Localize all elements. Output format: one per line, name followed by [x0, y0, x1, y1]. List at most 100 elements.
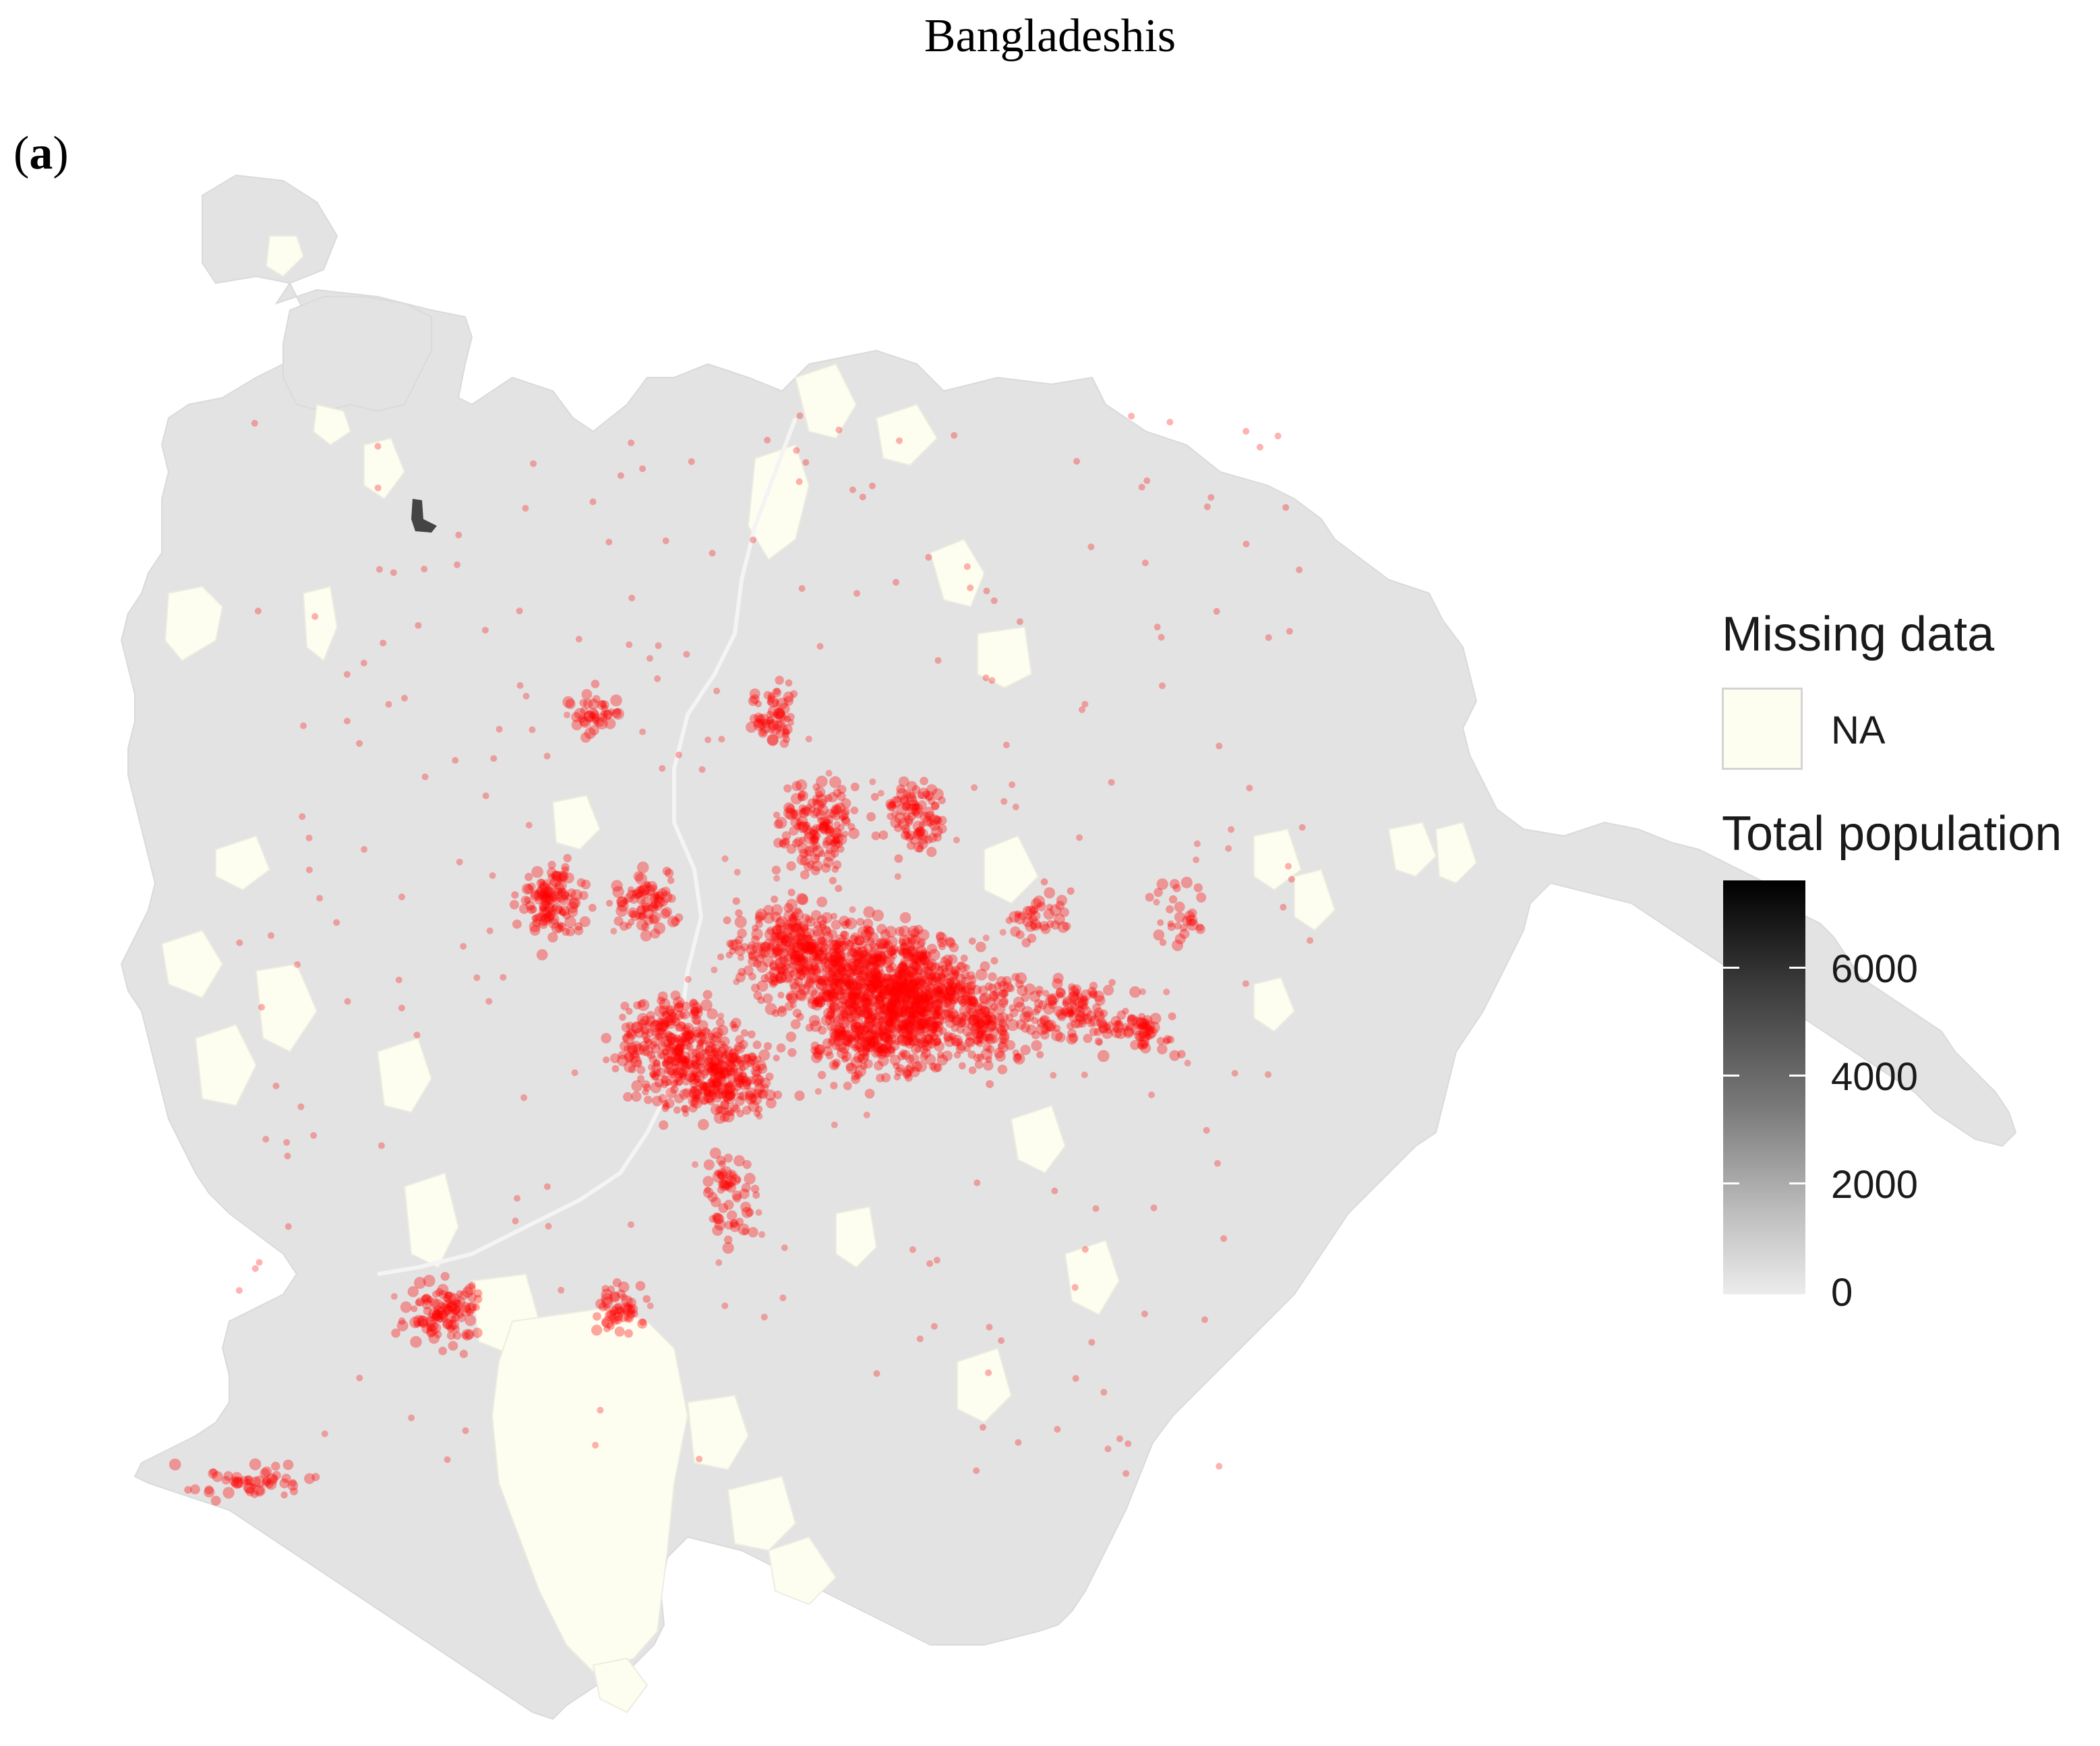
- resident-point: [816, 915, 827, 926]
- resident-point: [647, 1302, 654, 1310]
- resident-point: [655, 891, 665, 901]
- resident-point: [907, 925, 920, 938]
- resident-point: [861, 1021, 868, 1028]
- resident-point: [878, 953, 886, 961]
- resident-point: [902, 994, 911, 1004]
- resident-point: [911, 996, 923, 1008]
- resident-point: [851, 968, 860, 976]
- resident-point: [905, 1037, 914, 1046]
- resident-point: [833, 1015, 845, 1027]
- resident-point: [784, 1001, 794, 1011]
- resident-point: [889, 1009, 899, 1020]
- resident-point: [833, 1035, 841, 1043]
- resident-point: [849, 986, 862, 998]
- resident-point: [677, 1055, 686, 1064]
- resident-point: [547, 867, 557, 878]
- resident-point: [961, 977, 969, 985]
- resident-point: [853, 968, 863, 978]
- resident-point: [873, 1370, 880, 1377]
- resident-point: [912, 992, 922, 1002]
- resident-point: [938, 991, 946, 999]
- resident-point: [994, 996, 1001, 1004]
- resident-point: [990, 1003, 998, 1011]
- resident-point: [848, 990, 856, 998]
- resident-point: [796, 933, 804, 941]
- resident-point: [845, 979, 858, 991]
- resident-point: [967, 1050, 976, 1059]
- resident-point: [911, 961, 922, 972]
- resident-point: [866, 971, 878, 984]
- resident-point: [951, 431, 958, 439]
- resident-point: [850, 1024, 858, 1031]
- resident-point: [839, 996, 847, 1005]
- resident-point: [597, 1406, 604, 1414]
- resident-point: [870, 1047, 882, 1058]
- resident-point: [891, 944, 899, 953]
- resident-point: [925, 794, 932, 802]
- resident-point: [872, 951, 882, 961]
- resident-point: [438, 1346, 447, 1356]
- resident-point: [802, 958, 814, 970]
- resident-point: [662, 1048, 670, 1056]
- resident-point: [889, 980, 897, 988]
- resident-point: [744, 1172, 756, 1184]
- resident-point: [669, 1036, 680, 1046]
- resident-point: [1216, 742, 1223, 750]
- resident-point: [796, 926, 806, 935]
- resident-point: [946, 994, 955, 1002]
- resident-point: [921, 1040, 932, 1052]
- resident-point: [637, 1075, 644, 1083]
- resident-point: [734, 915, 747, 928]
- resident-point: [748, 949, 760, 961]
- resident-point: [924, 998, 933, 1006]
- resident-point: [932, 1010, 942, 1021]
- resident-point: [976, 1031, 984, 1040]
- resident-point: [824, 926, 831, 934]
- resident-point: [971, 1009, 984, 1021]
- resident-point: [961, 986, 970, 995]
- resident-point: [831, 1061, 839, 1069]
- resident-point: [670, 990, 681, 1000]
- resident-point: [767, 733, 779, 746]
- resident-point: [642, 1295, 651, 1303]
- resident-point: [1153, 899, 1160, 906]
- resident-point: [868, 955, 878, 965]
- resident-point: [888, 992, 900, 1004]
- resident-point: [666, 1015, 675, 1023]
- resident-point: [998, 1019, 1008, 1028]
- resident-point: [1116, 1435, 1123, 1443]
- resident-point: [878, 951, 885, 959]
- resident-point: [828, 988, 836, 997]
- resident-point: [676, 1037, 686, 1048]
- resident-point: [783, 920, 793, 930]
- resident-point: [933, 1021, 942, 1029]
- resident-point: [408, 1414, 415, 1422]
- resident-point: [1040, 878, 1048, 886]
- resident-point: [934, 988, 942, 995]
- resident-point: [1225, 845, 1232, 852]
- resident-point: [915, 1060, 928, 1073]
- resident-point: [864, 926, 875, 938]
- resident-point: [835, 978, 846, 990]
- resident-point: [650, 1019, 661, 1029]
- resident-point: [866, 961, 878, 973]
- resident-point: [930, 1032, 938, 1042]
- resident-point: [833, 969, 842, 978]
- resident-point: [850, 1025, 860, 1035]
- resident-point: [878, 1044, 888, 1053]
- resident-point: [845, 998, 856, 1009]
- resident-point: [890, 1012, 900, 1022]
- resident-point: [944, 984, 957, 996]
- resident-point: [890, 1019, 897, 1026]
- resident-point: [799, 964, 807, 971]
- resident-point: [1163, 988, 1170, 996]
- resident-point: [963, 563, 971, 570]
- resident-point: [967, 1014, 979, 1025]
- resident-point: [904, 1012, 916, 1024]
- resident-point: [454, 1296, 466, 1308]
- resident-point: [829, 1060, 840, 1071]
- resident-point: [772, 699, 780, 707]
- resident-point: [758, 1231, 766, 1238]
- resident-point: [932, 1010, 941, 1019]
- resident-point: [895, 1012, 905, 1023]
